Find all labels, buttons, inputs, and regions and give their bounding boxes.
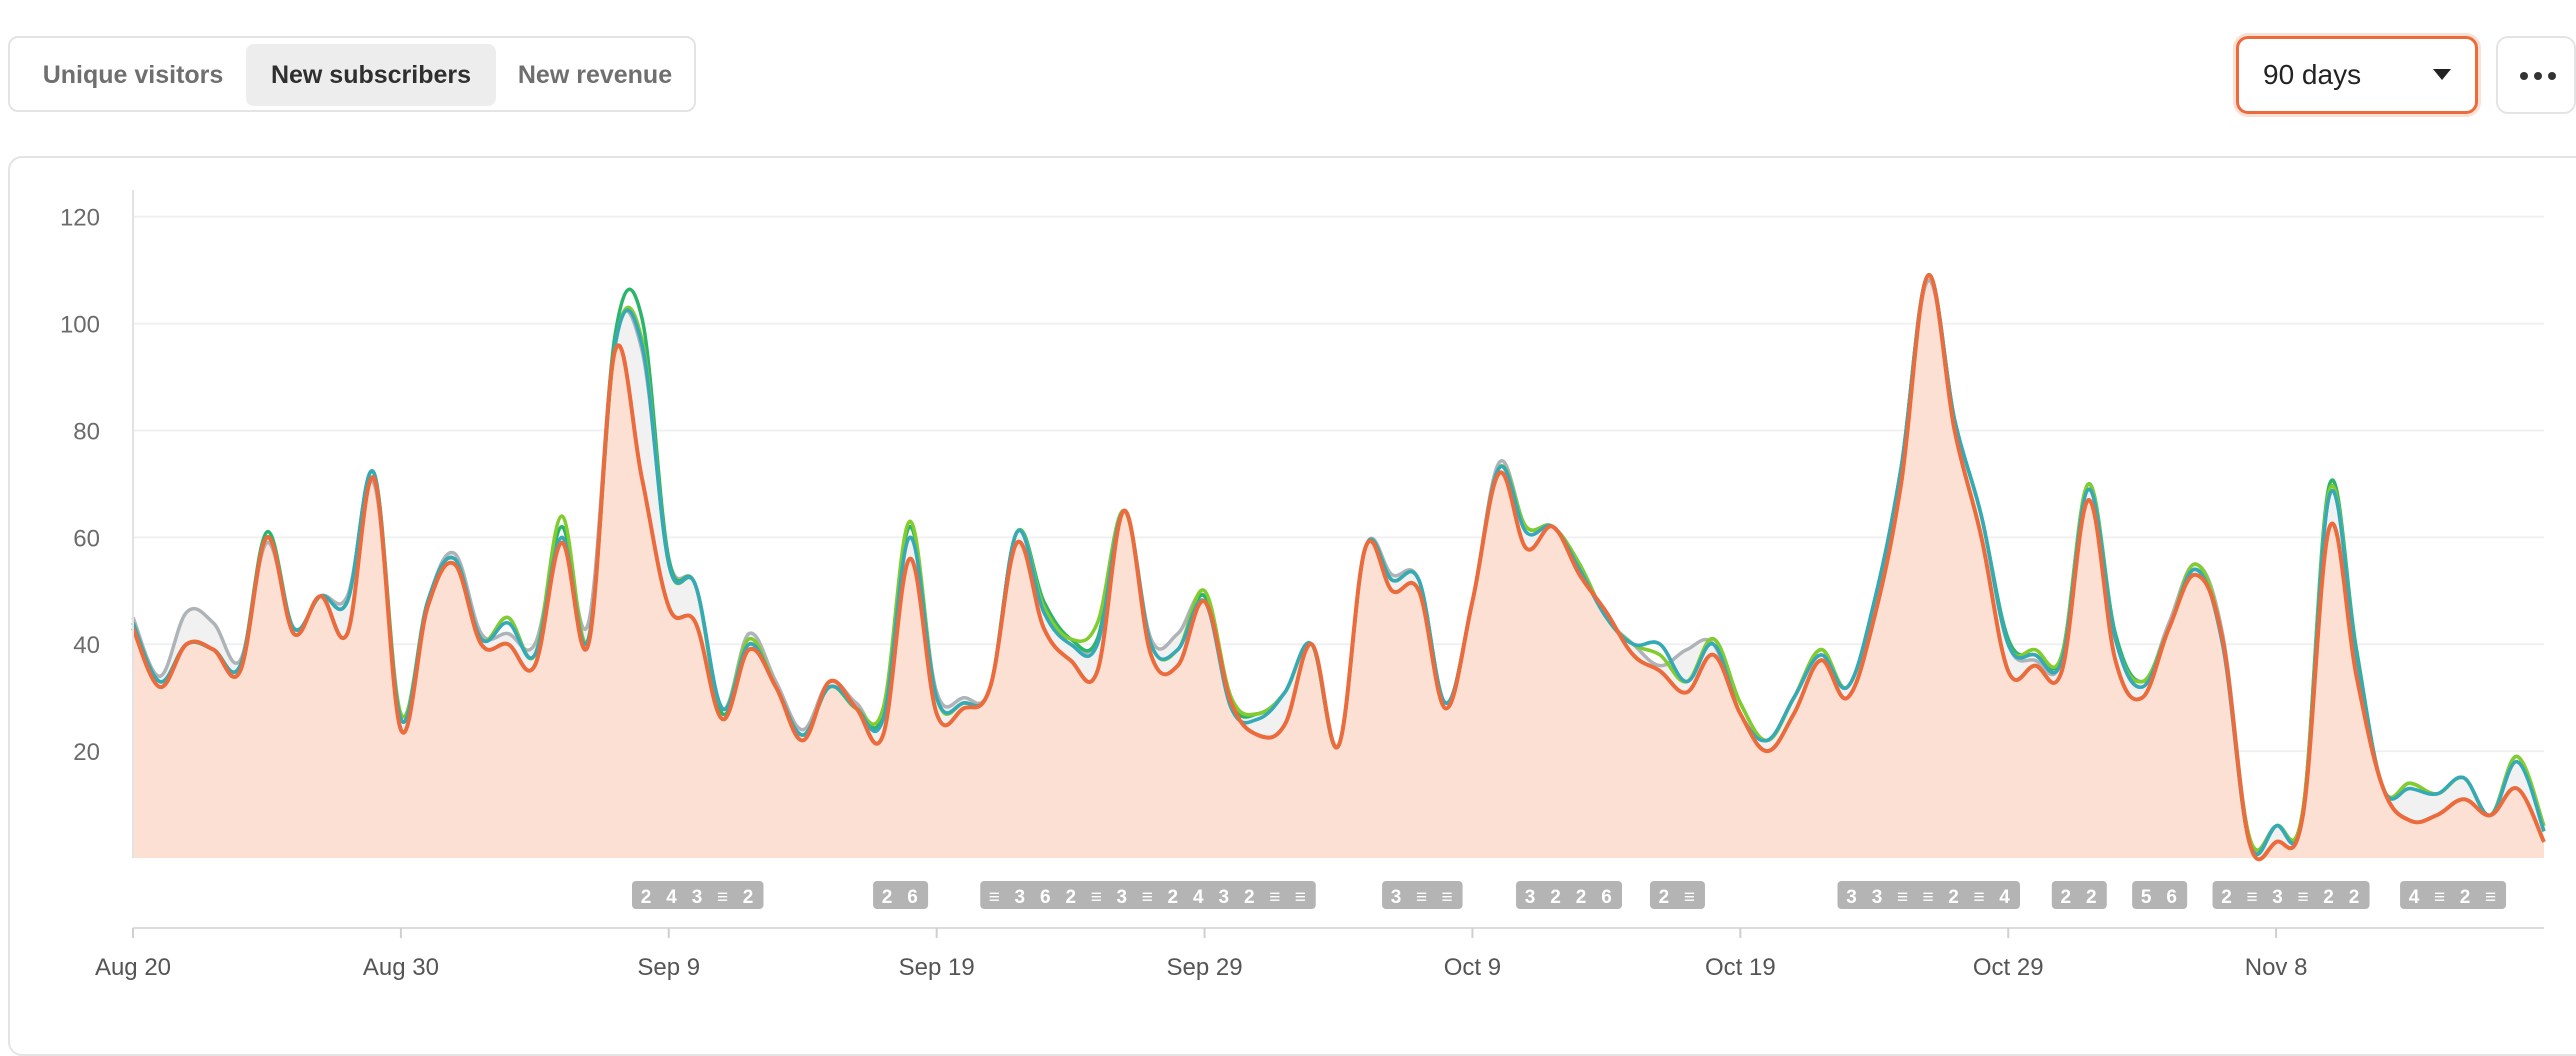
- y-tick-label: 120: [60, 205, 100, 232]
- annotation-label: 3: [1014, 887, 1025, 908]
- annotation-badge[interactable]: [2400, 881, 2507, 909]
- annotation-label: 2: [1167, 887, 1178, 908]
- x-axis-labels: Aug 20 Aug 30 Sep 9 Sep 19 Sep 29 Oct 9 Oct 19…: [95, 928, 2308, 981]
- annotation-label: ≡: [1684, 887, 1695, 908]
- annotation-label: 6: [907, 887, 918, 908]
- annotation-label: ≡: [1416, 887, 1427, 908]
- annotation-badge[interactable]: [2051, 881, 2107, 909]
- annotation-label: 2: [2460, 887, 2471, 908]
- annotation-label: ≡: [1973, 887, 1984, 908]
- annotation-label: 2: [2221, 887, 2232, 908]
- caret-down-icon: [2433, 69, 2451, 80]
- annotation-label: ≡: [2246, 887, 2257, 908]
- date-range-value: 90 days: [2263, 59, 2362, 90]
- annotation-label: 2: [1550, 887, 1561, 908]
- annotation-label: 2: [1659, 887, 1670, 908]
- annotation-label: ≡: [1142, 887, 1153, 908]
- annotation-label: ≡: [1442, 887, 1453, 908]
- subscribers-area: [133, 274, 2544, 860]
- annotation-label: 3: [2272, 887, 2283, 908]
- annotation-label: 6: [2166, 887, 2177, 908]
- annotation-badge[interactable]: [1516, 881, 1623, 909]
- series-area: [133, 274, 2544, 860]
- annotation-label: 6: [1040, 887, 1051, 908]
- date-range-select[interactable]: 90 days: [2236, 36, 2478, 114]
- x-tick-label: Oct 29: [1973, 954, 2044, 981]
- annotation-label: 4: [1193, 887, 1204, 908]
- annotation-label: 4: [666, 887, 677, 908]
- x-tick-label: Oct 19: [1705, 954, 1776, 981]
- series-lines: [131, 273, 2546, 862]
- x-tick-label: Aug 20: [95, 954, 171, 981]
- annotation-label: 2: [641, 887, 652, 908]
- metric-tabs: Unique visitors New subscribers New reve…: [8, 36, 696, 112]
- x-tick-label: Aug 30: [363, 954, 439, 981]
- annotation-label: 2: [2061, 887, 2072, 908]
- annotation-label: 2: [2349, 887, 2360, 908]
- annotation-label: 3: [1525, 887, 1536, 908]
- annotation-label: 3: [692, 887, 703, 908]
- annotation-label: ≡: [2434, 887, 2445, 908]
- annotation-badge[interactable]: [873, 881, 929, 909]
- annotation-label: 6: [1601, 887, 1612, 908]
- x-tick-label: Sep 9: [637, 954, 700, 981]
- annotation-label: 3: [1116, 887, 1127, 908]
- annotation-label: ≡: [2485, 887, 2496, 908]
- annotation-label: 5: [2141, 887, 2152, 908]
- y-tick-label: 20: [73, 739, 100, 766]
- annotation-label: 3: [1391, 887, 1402, 908]
- more-dot: [2534, 72, 2542, 80]
- y-tick-label: 60: [73, 525, 100, 552]
- series-line: [131, 273, 2546, 862]
- annotation-label: ≡: [2297, 887, 2308, 908]
- y-tick-label: 40: [73, 632, 100, 659]
- more-horizontal-icon: [2520, 72, 2528, 80]
- annotation-badges: 2 4 3 ≡ 2 2 6 ≡ 3 6 2 ≡ 3 ≡ 2 4 3 2 ≡ ≡ 3 ≡ ≡ 3 2 2 6 2 ≡ 3 3 ≡ ≡ 2 ≡ 4 2 2 5 6…: [631, 881, 2507, 909]
- annotation-badge[interactable]: [980, 881, 1316, 909]
- annotation-label: 3: [1846, 887, 1857, 908]
- annotation-label: ≡: [1897, 887, 1908, 908]
- tab-unique-visitors[interactable]: Unique visitors: [42, 61, 224, 89]
- annotation-label: 2: [882, 887, 893, 908]
- x-tick-label: Sep 29: [1167, 954, 1243, 981]
- annotation-label: ≡: [1922, 887, 1933, 908]
- annotation-label: 4: [1999, 887, 2010, 908]
- x-tick-label: Oct 9: [1444, 954, 1501, 981]
- annotation-label: ≡: [717, 887, 728, 908]
- x-tick-label: Nov 8: [2245, 954, 2308, 981]
- annotation-label: 2: [1576, 887, 1587, 908]
- x-tick-label: Sep 19: [899, 954, 975, 981]
- y-tick-label: 100: [60, 312, 100, 339]
- annotation-label: 2: [1065, 887, 1076, 908]
- annotation-label: 2: [2086, 887, 2097, 908]
- annotation-badge[interactable]: [2132, 881, 2188, 909]
- annotation-label: ≡: [989, 887, 1000, 908]
- annotation-label: ≡: [1295, 887, 1306, 908]
- annotation-label: 2: [743, 887, 754, 908]
- annotation-label: 2: [1244, 887, 1255, 908]
- annotation-badge[interactable]: [1837, 881, 2020, 909]
- y-tick-label: 80: [73, 418, 100, 445]
- annotation-label: 4: [2409, 887, 2420, 908]
- annotation-label: ≡: [1269, 887, 1280, 908]
- y-axis-labels: 20 40 60 80 100 120: [60, 205, 100, 766]
- tab-new-subscribers[interactable]: New subscribers: [246, 44, 496, 106]
- annotation-label: ≡: [1091, 887, 1102, 908]
- annotation-label: 3: [1872, 887, 1883, 908]
- more-options-button[interactable]: [2496, 36, 2576, 114]
- annotation-label: 3: [1218, 887, 1229, 908]
- annotation-badge[interactable]: [631, 881, 764, 909]
- annotation-label: 2: [2323, 887, 2334, 908]
- annotation-badge[interactable]: [1649, 881, 1705, 909]
- more-dot: [2548, 72, 2556, 80]
- annotation-label: 2: [1948, 887, 1959, 908]
- annotation-badge[interactable]: [1382, 881, 1463, 909]
- axes: [132, 190, 2544, 929]
- tab-new-revenue[interactable]: New revenue: [517, 61, 673, 89]
- annotation-badge[interactable]: [2212, 881, 2370, 909]
